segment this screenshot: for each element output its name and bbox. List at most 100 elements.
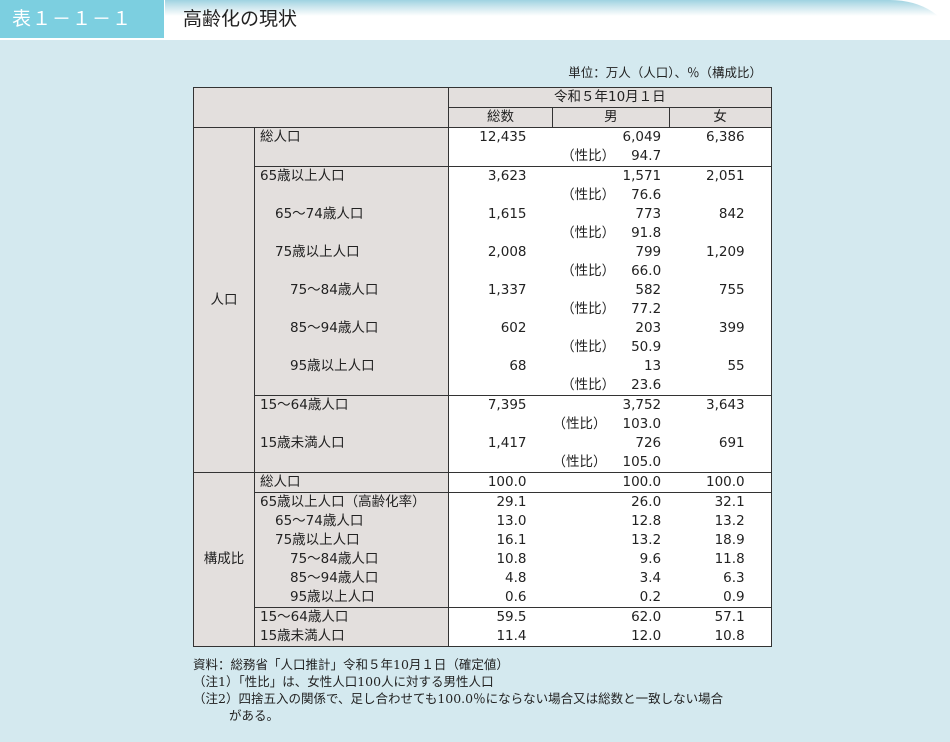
sex-ratio-value: 23.6 bbox=[631, 377, 662, 393]
cell-male: 773 bbox=[552, 205, 670, 224]
table-row: （性比） 66.0 bbox=[194, 262, 772, 281]
row-label: 15～64歳人口 bbox=[254, 607, 449, 627]
table-row: 95歳以上人口 68 13 55 bbox=[194, 357, 772, 376]
table-row: （性比） 23.6 bbox=[194, 376, 772, 396]
cell-blank bbox=[448, 186, 553, 205]
cell-male: 12.8 bbox=[552, 512, 670, 531]
note-2-continued: がある。 bbox=[229, 708, 280, 723]
cell-male: 799 bbox=[552, 243, 670, 262]
cell-blank bbox=[448, 338, 553, 357]
row-label: 65歳以上人口 bbox=[254, 166, 449, 186]
table-row: 75～84歳人口 10.8 9.6 11.8 bbox=[194, 550, 772, 569]
row-label: 95歳以上人口 bbox=[254, 588, 449, 608]
cell-blank bbox=[669, 453, 772, 473]
row-label-blank bbox=[254, 186, 449, 205]
sex-ratio-label: （性比） bbox=[561, 187, 616, 203]
sex-ratio-value: 105.0 bbox=[622, 454, 662, 470]
cell-male: 13.2 bbox=[552, 531, 670, 550]
sex-ratio-value: 77.2 bbox=[631, 301, 662, 317]
table-row: （性比） 103.0 bbox=[194, 415, 772, 434]
table-row: 65歳以上人口 3,623 1,571 2,051 bbox=[194, 166, 772, 186]
cell-male: 62.0 bbox=[552, 607, 670, 627]
table-number: 表１－１－１ bbox=[0, 0, 164, 38]
title-band-curve bbox=[165, 0, 950, 40]
table-row: 75～84歳人口 1,337 582 755 bbox=[194, 281, 772, 300]
column-header-female: 女 bbox=[668, 107, 772, 128]
cell-blank bbox=[669, 147, 772, 167]
row-label-blank bbox=[254, 338, 449, 357]
table-row: 75歳以上人口 2,008 799 1,209 bbox=[194, 243, 772, 262]
cell-female: 11.8 bbox=[669, 550, 772, 569]
row-label-blank bbox=[254, 262, 449, 281]
header-row-1: 令和５年10月１日 bbox=[193, 87, 772, 128]
cell-blank bbox=[669, 262, 772, 281]
row-label: 95歳以上人口 bbox=[254, 357, 449, 376]
row-label-blank bbox=[254, 415, 449, 434]
sex-ratio-label: （性比） bbox=[561, 301, 616, 317]
table-row: 65～74歳人口 13.0 12.8 13.2 bbox=[194, 512, 772, 531]
header-row-2: 総数 男 女 bbox=[194, 107, 772, 128]
sex-ratio-value: 76.6 bbox=[631, 187, 662, 203]
column-header-male: 男 bbox=[552, 107, 670, 128]
cell-blank bbox=[669, 415, 772, 434]
population-table: 令和５年10月１日 総数 男 女 人口 総人口 12,435 6,049 6,386 （性… bbox=[193, 87, 772, 647]
note-2: （注2）四捨五入の関係で、足し合わせても100.0％にならない場合又は総数と一致… bbox=[193, 691, 724, 706]
sex-ratio-label: （性比） bbox=[552, 454, 607, 470]
row-label-blank bbox=[254, 453, 449, 473]
row-label: 85～94歳人口 bbox=[254, 319, 449, 338]
unit-label: 単位：万人（人口）、％（構成比） bbox=[568, 65, 762, 80]
table-row: 15歳未満人口 11.4 12.0 10.8 bbox=[194, 627, 772, 647]
cell-sex-ratio: （性比） 23.6 bbox=[552, 376, 670, 396]
cell-female: 10.8 bbox=[669, 627, 772, 647]
sex-ratio-label: （性比） bbox=[561, 148, 616, 164]
cell-total: 2,008 bbox=[448, 243, 553, 262]
row-label: 75～84歳人口 bbox=[254, 550, 449, 569]
table-row: 15～64歳人口 7,395 3,752 3,643 bbox=[194, 395, 772, 415]
cell-total: 1,615 bbox=[448, 205, 553, 224]
row-label-blank bbox=[254, 224, 449, 243]
category-cell: 人口 bbox=[193, 127, 255, 473]
cell-total: 3,623 bbox=[448, 166, 553, 186]
cell-female: 100.0 bbox=[669, 472, 772, 493]
cell-total: 59.5 bbox=[448, 607, 553, 627]
cell-female: 0.9 bbox=[669, 588, 772, 608]
table-row: （性比） 91.8 bbox=[194, 224, 772, 243]
cell-male: 26.0 bbox=[552, 492, 670, 512]
cell-female: 691 bbox=[669, 434, 772, 453]
sex-ratio-value: 103.0 bbox=[622, 416, 662, 432]
table-row: 75歳以上人口 16.1 13.2 18.9 bbox=[194, 531, 772, 550]
cell-male: 203 bbox=[552, 319, 670, 338]
column-header-total: 総数 bbox=[448, 107, 553, 128]
sex-ratio-label: （性比） bbox=[561, 339, 616, 355]
cell-sex-ratio: （性比） 66.0 bbox=[552, 262, 670, 281]
row-label: 総人口 bbox=[254, 127, 449, 147]
cell-male: 100.0 bbox=[552, 472, 670, 493]
row-label: 75歳以上人口 bbox=[254, 243, 449, 262]
sex-ratio-value: 66.0 bbox=[631, 263, 662, 279]
table-row: （性比） 76.6 bbox=[194, 186, 772, 205]
cell-total: 16.1 bbox=[448, 531, 553, 550]
table-row: （性比） 77.2 bbox=[194, 300, 772, 319]
cell-female: 755 bbox=[669, 281, 772, 300]
cell-female: 399 bbox=[669, 319, 772, 338]
sex-ratio-label: （性比） bbox=[561, 225, 616, 241]
cell-blank bbox=[669, 376, 772, 396]
cell-male: 6,049 bbox=[552, 127, 670, 147]
table-row: 65歳以上人口（高齢化率） 29.1 26.0 32.1 bbox=[194, 492, 772, 512]
row-label: 総人口 bbox=[254, 472, 449, 493]
cell-sex-ratio: （性比） 50.9 bbox=[552, 338, 670, 357]
cell-total: 10.8 bbox=[448, 550, 553, 569]
cell-blank bbox=[669, 338, 772, 357]
cell-female: 18.9 bbox=[669, 531, 772, 550]
cell-total: 1,337 bbox=[448, 281, 553, 300]
table-row: 人口 総人口 12,435 6,049 6,386 bbox=[193, 127, 772, 473]
cell-female: 2,051 bbox=[669, 166, 772, 186]
cell-female: 57.1 bbox=[669, 607, 772, 627]
row-label: 15歳未満人口 bbox=[254, 627, 449, 647]
cell-male: 9.6 bbox=[552, 550, 670, 569]
cell-female: 55 bbox=[669, 357, 772, 376]
table-row: 65～74歳人口 1,615 773 842 bbox=[194, 205, 772, 224]
date-header: 令和５年10月１日 bbox=[448, 87, 772, 108]
source-note: 資料：総務省「人口推計」令和５年10月１日（確定値） bbox=[193, 657, 509, 672]
cell-blank bbox=[448, 415, 553, 434]
